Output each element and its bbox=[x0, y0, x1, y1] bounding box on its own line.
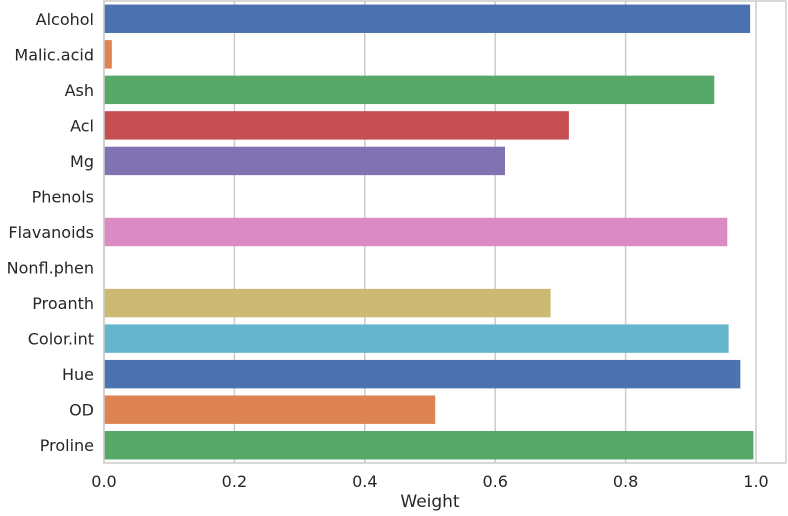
bar-acl bbox=[104, 111, 569, 140]
bar-color-int bbox=[104, 324, 729, 353]
plot-frame bbox=[103, 0, 787, 464]
x-axis-title: Weight bbox=[400, 492, 460, 512]
category-labels: Alcohol Malic.acid Ash Acl Mg Phenols Flavanoi… bbox=[7, 10, 94, 455]
bars bbox=[104, 4, 754, 460]
category-label: Ash bbox=[65, 81, 94, 100]
bar-malic-acid bbox=[104, 40, 112, 69]
bar-proline bbox=[104, 431, 754, 460]
bar-hue bbox=[104, 359, 741, 389]
category-label: Hue bbox=[62, 365, 94, 384]
bar-mg bbox=[104, 146, 505, 176]
category-label: Malic.acid bbox=[14, 45, 94, 64]
x-tick-label: 0.0 bbox=[91, 472, 116, 491]
category-label: Acl bbox=[70, 116, 94, 135]
x-tick-labels: 0.0 0.2 0.4 0.6 0.8 1.0 bbox=[91, 472, 768, 491]
x-tick-label: 0.2 bbox=[222, 472, 247, 491]
bar-proanth bbox=[104, 288, 551, 318]
x-tick-label: 0.4 bbox=[352, 472, 377, 491]
plot-border bbox=[103, 0, 787, 464]
x-tick-label: 1.0 bbox=[743, 472, 768, 491]
category-label: OD bbox=[69, 401, 94, 420]
category-label: Flavanoids bbox=[8, 223, 94, 242]
category-label: Color.int bbox=[28, 330, 94, 349]
category-label: Mg bbox=[70, 152, 94, 171]
category-label: Proline bbox=[40, 436, 94, 455]
bar-flavanoids bbox=[104, 217, 728, 247]
category-label: Nonfl.phen bbox=[7, 259, 94, 278]
x-tick-label: 0.6 bbox=[482, 472, 507, 491]
x-tick-label: 0.8 bbox=[613, 472, 638, 491]
bar-alcohol bbox=[104, 4, 751, 33]
category-label: Phenols bbox=[32, 187, 94, 206]
category-label: Alcohol bbox=[36, 10, 94, 29]
bar-ash bbox=[104, 75, 715, 105]
category-label: Proanth bbox=[32, 294, 94, 313]
bar-od bbox=[104, 395, 436, 424]
